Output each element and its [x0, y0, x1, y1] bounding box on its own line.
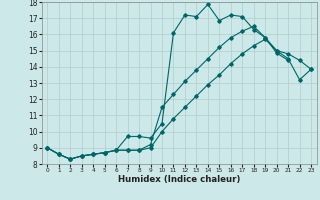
X-axis label: Humidex (Indice chaleur): Humidex (Indice chaleur): [118, 175, 240, 184]
